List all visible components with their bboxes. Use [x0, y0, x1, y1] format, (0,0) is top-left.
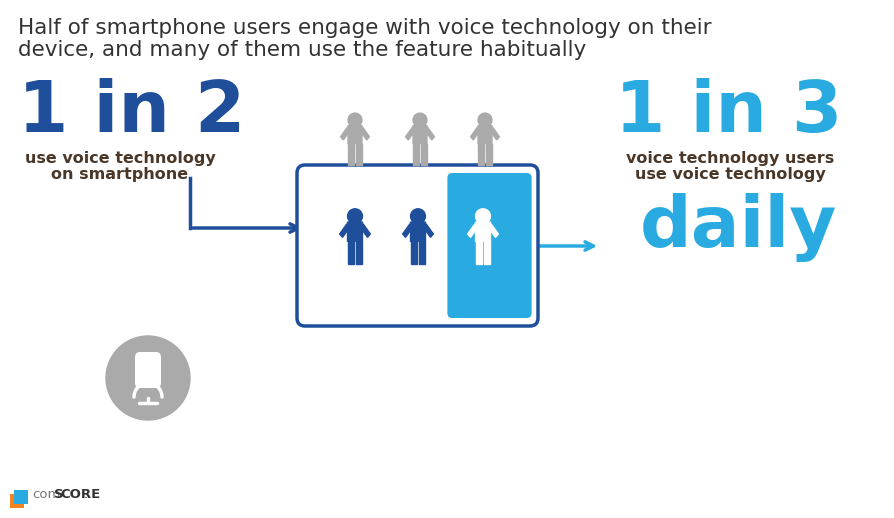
Polygon shape [357, 145, 362, 165]
Polygon shape [413, 145, 418, 165]
Polygon shape [421, 145, 427, 165]
Text: on smartphone: on smartphone [52, 167, 189, 182]
Polygon shape [410, 242, 417, 264]
FancyBboxPatch shape [447, 173, 532, 318]
Text: voice technology users: voice technology users [626, 151, 834, 166]
Polygon shape [419, 242, 426, 264]
Polygon shape [340, 224, 350, 237]
Text: CORE: CORE [60, 488, 100, 501]
Polygon shape [406, 127, 415, 140]
Polygon shape [425, 127, 434, 140]
FancyBboxPatch shape [409, 222, 426, 242]
Polygon shape [478, 145, 484, 165]
Text: 1 in 2: 1 in 2 [18, 78, 245, 147]
Polygon shape [348, 145, 354, 165]
Polygon shape [470, 127, 480, 140]
Circle shape [413, 113, 427, 127]
Circle shape [106, 336, 190, 420]
Polygon shape [423, 224, 434, 237]
Text: use voice technology: use voice technology [25, 151, 215, 166]
FancyBboxPatch shape [412, 125, 427, 145]
Polygon shape [490, 127, 500, 140]
FancyBboxPatch shape [347, 222, 363, 242]
Circle shape [348, 209, 362, 224]
Text: use voice technology: use voice technology [635, 167, 825, 182]
Polygon shape [348, 242, 353, 264]
Polygon shape [360, 127, 369, 140]
Polygon shape [485, 242, 491, 264]
FancyBboxPatch shape [475, 222, 491, 242]
Polygon shape [486, 145, 492, 165]
FancyBboxPatch shape [14, 490, 28, 504]
FancyBboxPatch shape [10, 494, 24, 508]
Polygon shape [402, 224, 413, 237]
Text: Half of smartphone users engage with voice technology on their: Half of smartphone users engage with voi… [18, 18, 712, 38]
Polygon shape [488, 224, 498, 237]
Text: device, and many of them use the feature habitually: device, and many of them use the feature… [18, 40, 586, 60]
Polygon shape [360, 224, 370, 237]
Circle shape [476, 209, 491, 224]
Text: S: S [54, 488, 63, 501]
Polygon shape [341, 127, 350, 140]
FancyBboxPatch shape [477, 125, 493, 145]
Circle shape [348, 113, 362, 127]
FancyBboxPatch shape [297, 165, 538, 326]
Circle shape [410, 209, 426, 224]
FancyBboxPatch shape [135, 352, 161, 388]
Text: 1 in 3: 1 in 3 [615, 78, 842, 147]
Text: daily: daily [640, 193, 838, 262]
Circle shape [478, 113, 492, 127]
FancyBboxPatch shape [348, 125, 363, 145]
Text: com: com [32, 488, 61, 501]
Polygon shape [357, 242, 362, 264]
Polygon shape [468, 224, 477, 237]
Polygon shape [476, 242, 482, 264]
Text: .: . [84, 488, 89, 501]
